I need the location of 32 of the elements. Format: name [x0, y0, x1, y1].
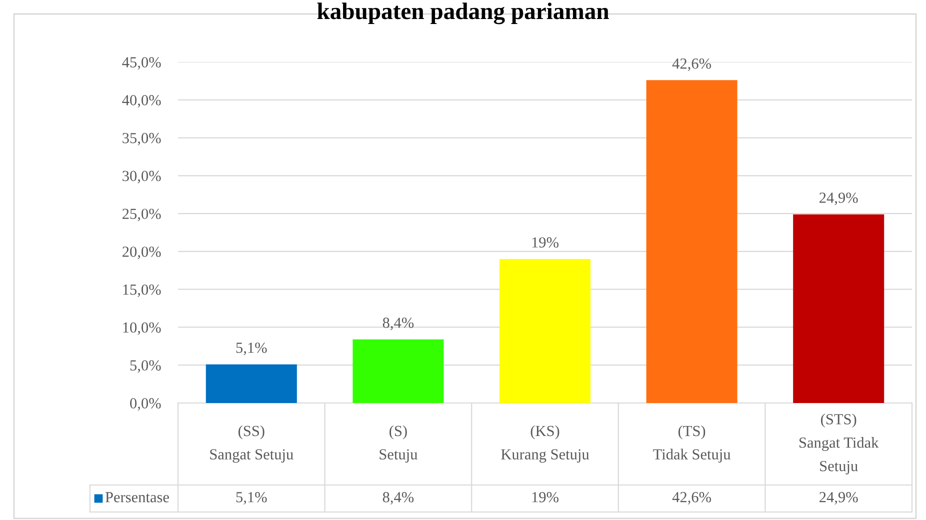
- text: 19%: [532, 237, 558, 248]
- x-tick-label: (SS) Sangat Setuju: [210, 425, 294, 463]
- text: 8,4%: [382, 318, 414, 330]
- y-tick-label: 40,0%: [122, 95, 161, 108]
- data-label: 5,1%: [236, 492, 267, 505]
- data-label: 42,6%: [672, 492, 712, 505]
- x-tick-label: (TS) Tidak Setuju: [653, 425, 731, 463]
- y-tick-label: 10,0%: [123, 322, 161, 335]
- chart-title: kabupaten padang pariaman: [317, 2, 609, 24]
- data-label: 8,4%: [382, 492, 414, 505]
- y-tick-label: 20,0%: [122, 246, 161, 260]
- bar: [499, 259, 591, 403]
- legend-label: Persentase: [105, 492, 169, 502]
- text: 42,6%: [672, 58, 712, 71]
- y-tick-label: 35,0%: [122, 132, 161, 146]
- y-tick-label: 0,0%: [130, 398, 161, 411]
- data-label: 24,9%: [820, 492, 858, 505]
- y-tick-label: 25,0%: [122, 208, 161, 222]
- y-tick-label: 45,0%: [122, 57, 161, 70]
- y-tick-label: 30,0%: [122, 170, 161, 184]
- bar: [206, 364, 297, 403]
- bar: [646, 80, 738, 403]
- text: 24,9%: [820, 192, 858, 206]
- y-tick-label: 15,0%: [123, 284, 161, 297]
- x-tick-label: (STS) Sangat Tidak Setuju: [800, 414, 879, 474]
- text: 5,1%: [236, 342, 267, 356]
- y-tick-label: 5,0%: [130, 360, 161, 373]
- bar: [352, 339, 444, 403]
- data-label: 19%: [532, 492, 558, 502]
- bar: [793, 214, 884, 403]
- x-tick-label: (S) Setuju: [380, 425, 418, 463]
- x-tick-label: (KS) Kurang Setuju: [501, 425, 590, 463]
